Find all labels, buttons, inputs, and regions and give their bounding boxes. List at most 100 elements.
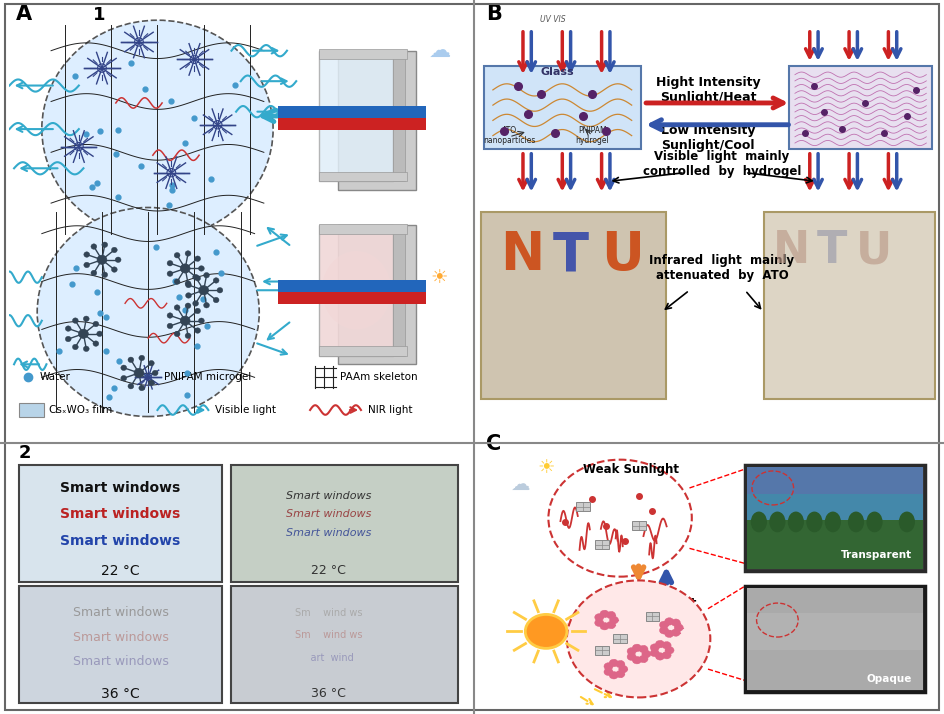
- Circle shape: [213, 278, 219, 283]
- Text: Smart windows: Smart windows: [60, 508, 180, 521]
- Circle shape: [78, 329, 89, 338]
- Text: B: B: [486, 4, 502, 24]
- Ellipse shape: [899, 511, 915, 533]
- Circle shape: [128, 383, 134, 389]
- Circle shape: [185, 303, 191, 308]
- Ellipse shape: [750, 511, 767, 533]
- Bar: [319, 172, 407, 181]
- Text: ☁: ☁: [429, 41, 450, 61]
- Circle shape: [186, 293, 192, 298]
- Text: 2: 2: [19, 444, 31, 462]
- Circle shape: [615, 670, 625, 678]
- Ellipse shape: [867, 511, 883, 533]
- Circle shape: [609, 672, 618, 679]
- Text: T: T: [553, 229, 589, 281]
- Circle shape: [42, 20, 273, 238]
- Circle shape: [175, 279, 180, 284]
- Circle shape: [595, 613, 604, 621]
- Circle shape: [175, 331, 180, 337]
- FancyBboxPatch shape: [745, 586, 925, 692]
- Circle shape: [665, 647, 674, 654]
- Circle shape: [194, 256, 200, 261]
- Circle shape: [185, 281, 191, 286]
- Text: Visible  light  mainly
controlled  by  hydrogel: Visible light mainly controlled by hydro…: [643, 150, 801, 178]
- Circle shape: [600, 610, 609, 618]
- Bar: [748, 467, 923, 569]
- Circle shape: [204, 303, 210, 308]
- Circle shape: [148, 361, 154, 366]
- Circle shape: [180, 264, 190, 273]
- Circle shape: [217, 288, 223, 293]
- Circle shape: [655, 653, 665, 660]
- Circle shape: [618, 665, 628, 673]
- Circle shape: [194, 276, 200, 281]
- Circle shape: [655, 640, 665, 648]
- Circle shape: [175, 305, 180, 311]
- Circle shape: [204, 273, 210, 278]
- Text: Sm    wind ws: Sm wind ws: [295, 608, 362, 618]
- Circle shape: [199, 286, 209, 295]
- FancyBboxPatch shape: [745, 466, 925, 571]
- Circle shape: [83, 316, 89, 321]
- Circle shape: [595, 619, 604, 626]
- Text: Smart windows: Smart windows: [60, 534, 180, 548]
- Text: PAAm skeleton: PAAm skeleton: [340, 372, 418, 383]
- Text: NIR light: NIR light: [368, 405, 413, 415]
- Text: Smart windows: Smart windows: [73, 630, 168, 643]
- Circle shape: [567, 580, 710, 698]
- Ellipse shape: [322, 251, 391, 329]
- Circle shape: [660, 621, 668, 628]
- Text: N: N: [500, 229, 544, 281]
- Bar: [614, 635, 627, 643]
- Text: Infrared  light  mainly
attenuated  by  ATO: Infrared light mainly attenuated by ATO: [649, 254, 795, 283]
- Circle shape: [650, 644, 659, 651]
- Text: 22 °C: 22 °C: [101, 564, 140, 578]
- Circle shape: [167, 261, 173, 266]
- Circle shape: [93, 321, 99, 327]
- FancyBboxPatch shape: [231, 586, 458, 703]
- Circle shape: [642, 650, 651, 658]
- Circle shape: [665, 618, 674, 625]
- Circle shape: [607, 611, 615, 619]
- Circle shape: [167, 313, 173, 318]
- Text: 36 °C: 36 °C: [312, 687, 346, 700]
- Circle shape: [665, 630, 674, 638]
- Circle shape: [193, 274, 198, 280]
- Bar: [646, 612, 660, 620]
- Circle shape: [115, 257, 121, 263]
- Circle shape: [627, 648, 636, 655]
- Polygon shape: [565, 601, 676, 677]
- Text: art  wind: art wind: [297, 653, 360, 663]
- Circle shape: [662, 642, 671, 649]
- Circle shape: [139, 356, 144, 361]
- Circle shape: [134, 368, 143, 378]
- Bar: [319, 346, 407, 356]
- Bar: [748, 588, 923, 690]
- Text: Smart windows: Smart windows: [286, 491, 371, 501]
- Circle shape: [139, 386, 144, 391]
- Bar: [748, 493, 923, 520]
- Circle shape: [662, 651, 671, 659]
- Circle shape: [97, 255, 107, 264]
- Circle shape: [627, 653, 636, 660]
- Circle shape: [671, 619, 681, 626]
- Ellipse shape: [769, 511, 785, 533]
- Text: Smart windows: Smart windows: [73, 655, 168, 668]
- Circle shape: [674, 624, 683, 631]
- Circle shape: [83, 346, 89, 351]
- Bar: [338, 51, 416, 190]
- Text: U: U: [856, 229, 892, 272]
- Text: Smart windows: Smart windows: [286, 528, 371, 538]
- Text: ATO
nanoparticles: ATO nanoparticles: [483, 126, 535, 145]
- Circle shape: [84, 262, 90, 268]
- Text: Transparent: Transparent: [840, 550, 912, 560]
- Bar: [748, 520, 923, 569]
- Circle shape: [37, 208, 260, 416]
- Circle shape: [73, 318, 78, 323]
- Circle shape: [198, 266, 204, 271]
- Text: Opaque: Opaque: [867, 674, 912, 684]
- Circle shape: [65, 336, 71, 342]
- Bar: [595, 645, 609, 655]
- Bar: [394, 225, 405, 356]
- Text: Glass: Glass: [541, 66, 575, 76]
